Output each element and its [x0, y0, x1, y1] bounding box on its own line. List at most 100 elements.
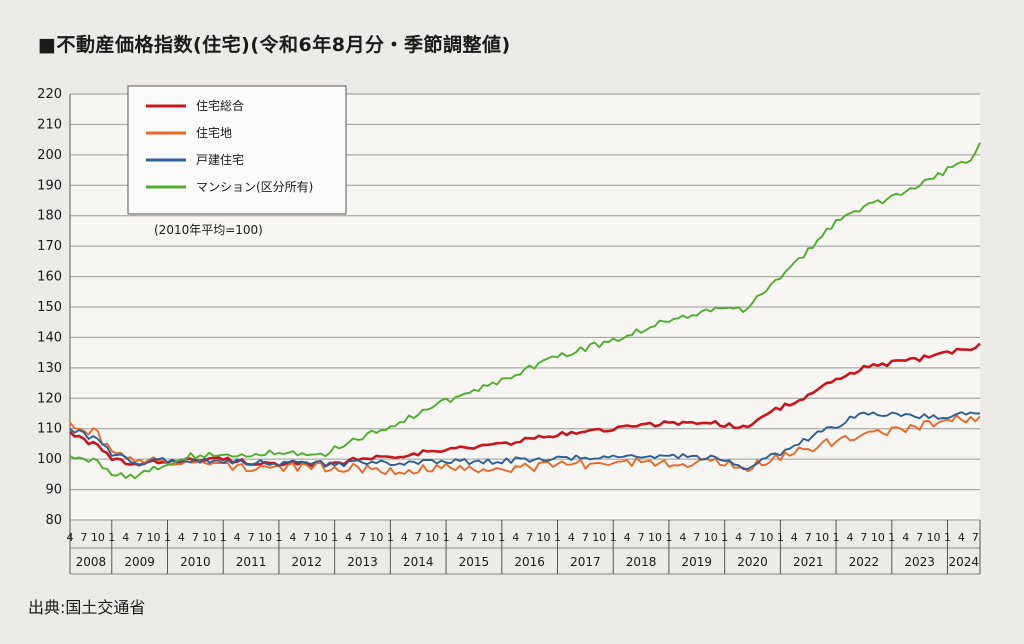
month-tick-label: 7: [638, 531, 645, 544]
y-tick-label: 200: [37, 148, 62, 163]
year-label: 2022: [849, 555, 880, 569]
series-line-0: [69, 342, 981, 468]
month-tick-label: 1: [888, 531, 895, 544]
month-tick-label: 7: [916, 531, 923, 544]
year-label: 2020: [737, 555, 768, 569]
month-tick-label: 4: [234, 531, 241, 544]
month-tick-label: 10: [537, 531, 551, 544]
month-tick-label: 1: [833, 531, 840, 544]
month-tick-label: 10: [258, 531, 272, 544]
month-tick-label: 4: [67, 531, 74, 544]
year-label: 2024: [948, 555, 979, 569]
chart-title: ■不動産価格指数(住宅)(令和6年8月分・季節調整値): [38, 34, 511, 56]
month-tick-label: 4: [902, 531, 909, 544]
month-tick-label: 4: [178, 531, 185, 544]
month-tick-label: 10: [147, 531, 161, 544]
index-base-note: (2010年平均=100): [154, 223, 263, 237]
month-tick-label: 10: [871, 531, 885, 544]
month-tick-label: 4: [289, 531, 296, 544]
month-tick-label: 4: [401, 531, 408, 544]
year-label: 2011: [236, 555, 267, 569]
month-tick-label: 4: [679, 531, 686, 544]
y-axis-ticks: 80 90 100 110 120 130 140 150 160 170 180 190 200 210…: [37, 87, 62, 528]
y-tick-label: 170: [37, 239, 62, 254]
y-tick-label: 180: [37, 209, 62, 224]
year-label: 2016: [514, 555, 545, 569]
month-tick-label: 7: [470, 531, 477, 544]
y-tick-label: 150: [37, 300, 62, 315]
series-line-2: [69, 411, 980, 470]
month-tick-label: 10: [759, 531, 773, 544]
series-line-3: [69, 142, 981, 480]
month-tick-label: 10: [369, 531, 383, 544]
month-tick-label: 7: [192, 531, 199, 544]
month-tick-label: 1: [387, 531, 394, 544]
month-tick-label: 1: [610, 531, 617, 544]
y-tick-label: 140: [37, 330, 62, 345]
year-label: 2013: [347, 555, 378, 569]
legend-label: 戸建住宅: [196, 152, 244, 167]
month-tick-label: 10: [815, 531, 829, 544]
month-tick-label: 1: [275, 531, 282, 544]
legend-label: 住宅地: [196, 125, 232, 140]
month-tick-label: 4: [847, 531, 854, 544]
year-label: 2017: [570, 555, 601, 569]
month-tick-label: 10: [927, 531, 941, 544]
month-tick-label: 7: [749, 531, 756, 544]
month-tick-label: 1: [721, 531, 728, 544]
month-tick-label: 7: [248, 531, 255, 544]
month-tick-label: 4: [624, 531, 631, 544]
y-tick-label: 120: [37, 391, 62, 406]
year-label: 2012: [292, 555, 323, 569]
month-tick-label: 7: [693, 531, 700, 544]
month-tick-label: 7: [136, 531, 143, 544]
month-tick-label: 1: [777, 531, 784, 544]
month-tick-label: 7: [303, 531, 310, 544]
y-tick-label: 220: [37, 87, 62, 102]
y-tick-label: 190: [37, 178, 62, 193]
month-tick-label: 1: [665, 531, 672, 544]
legend-label: マンション(区分所有): [196, 180, 313, 194]
year-label: 2015: [459, 555, 490, 569]
y-tick-label: 80: [45, 513, 62, 528]
legend-label: 住宅総合: [196, 98, 244, 113]
month-tick-label: 1: [944, 531, 951, 544]
month-tick-label: 7: [582, 531, 589, 544]
month-tick-label: 4: [568, 531, 575, 544]
month-tick-label: 4: [345, 531, 352, 544]
month-tick-label: 1: [331, 531, 338, 544]
month-tick-label: 10: [481, 531, 495, 544]
month-tick-label: 7: [526, 531, 533, 544]
month-tick-label: 10: [425, 531, 439, 544]
year-label: 2010: [180, 555, 211, 569]
month-tick-label: 7: [805, 531, 812, 544]
month-tick-label: 4: [735, 531, 742, 544]
month-tick-label: 1: [108, 531, 115, 544]
month-tick-label: 10: [202, 531, 216, 544]
year-label: 2023: [904, 555, 935, 569]
month-tick-label: 7: [415, 531, 422, 544]
month-tick-label: 7: [359, 531, 366, 544]
y-tick-label: 110: [37, 422, 62, 437]
year-label: 2009: [124, 555, 155, 569]
month-tick-label: 10: [648, 531, 662, 544]
month-tick-label: 1: [554, 531, 561, 544]
year-label: 2019: [682, 555, 713, 569]
series-lines: [69, 142, 981, 480]
month-tick-label: 1: [164, 531, 171, 544]
month-tick-label: 7: [972, 531, 979, 544]
month-tick-label: 7: [80, 531, 87, 544]
year-label: 2021: [793, 555, 824, 569]
month-tick-label: 10: [91, 531, 105, 544]
month-tick-label: 1: [220, 531, 227, 544]
source-credit: 出典:国土交通省: [28, 598, 146, 617]
month-tick-label: 7: [860, 531, 867, 544]
year-label: 2014: [403, 555, 434, 569]
month-tick-label: 4: [122, 531, 129, 544]
month-tick-label: 4: [457, 531, 464, 544]
y-tick-label: 100: [37, 452, 62, 467]
month-tick-label: 4: [958, 531, 965, 544]
